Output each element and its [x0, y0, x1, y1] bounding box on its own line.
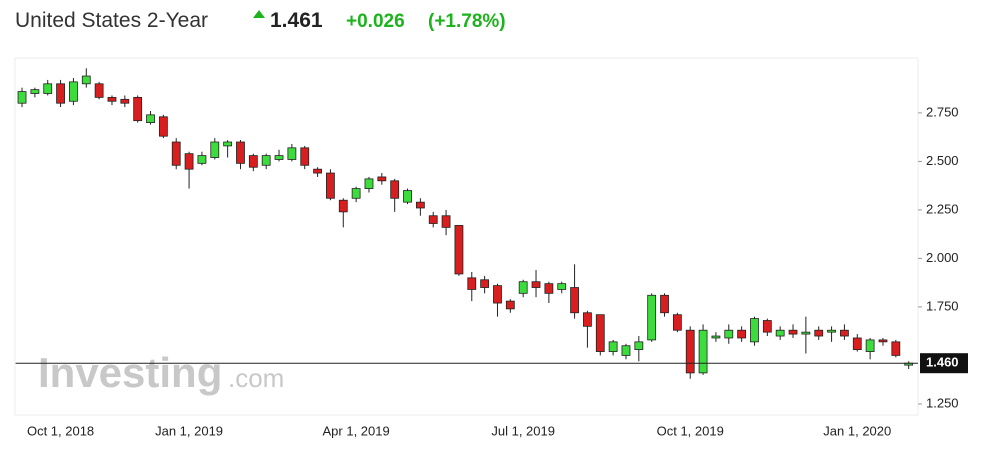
up-arrow	[253, 10, 265, 18]
candle-body	[403, 190, 412, 203]
plot-area	[14, 57, 919, 416]
candle-body	[81, 75, 91, 85]
candle-body	[326, 172, 335, 199]
candle-body	[300, 147, 310, 166]
y-tick-label: 1.750	[926, 298, 959, 313]
candle-body	[287, 147, 297, 160]
candle-body	[840, 329, 849, 337]
candle-body	[865, 339, 875, 352]
last-price-label: 1.460	[926, 355, 959, 370]
candle-body	[518, 281, 528, 294]
candle-body	[146, 114, 155, 124]
candle-body	[724, 329, 734, 339]
candle-body	[454, 225, 464, 275]
candle-body	[184, 153, 194, 170]
candle-body	[801, 331, 811, 335]
y-tick-label: 2.250	[926, 201, 959, 216]
x-tick-label: Jan 1, 2019	[155, 423, 223, 438]
y-tick-label: 1.250	[926, 395, 959, 410]
change: +0.026	[346, 11, 405, 32]
candle-body	[364, 178, 374, 189]
candle-body	[531, 281, 541, 288]
candle-body	[621, 345, 631, 356]
watermark-brand: Investing	[38, 349, 222, 396]
candle-body	[236, 141, 245, 164]
x-tick-label: Oct 1, 2019	[657, 423, 724, 438]
watermark-suffix: .com	[228, 363, 284, 393]
candle-body	[775, 329, 785, 337]
y-tick-label: 2.500	[926, 153, 959, 168]
candle-body	[210, 141, 220, 158]
candle-body	[30, 89, 40, 94]
candle-body	[583, 312, 592, 327]
change-percent: (+1.78%)	[428, 11, 506, 32]
candle-body	[158, 116, 168, 137]
candle-body	[878, 339, 888, 343]
candle-body	[428, 215, 438, 224]
candle-body	[891, 341, 901, 356]
price: 1.461	[270, 9, 323, 32]
candle-body	[351, 188, 361, 199]
last-price-box	[920, 353, 968, 374]
x-tick-label: Jan 1, 2020	[823, 423, 891, 438]
candle-body	[634, 341, 644, 351]
candle-body	[698, 329, 708, 374]
candle-body	[197, 155, 207, 164]
candle-body	[544, 283, 554, 294]
x-tick-label: Apr 1, 2019	[323, 423, 390, 438]
y-tick-label: 2.750	[926, 104, 959, 119]
candle-body	[338, 199, 348, 213]
candle-body	[505, 300, 515, 310]
candle-body	[852, 337, 862, 351]
candle-body	[647, 294, 657, 341]
candle-body	[69, 81, 78, 102]
candle-body	[313, 168, 322, 174]
candle-body	[43, 83, 53, 94]
x-tick-label: Jul 1, 2019	[491, 423, 555, 438]
candle-body	[94, 83, 104, 98]
candle-body	[814, 329, 824, 337]
candle-body	[56, 83, 65, 104]
candle-body	[788, 329, 798, 335]
candle-body	[672, 314, 682, 331]
candle-body	[557, 283, 567, 290]
y-tick-label: 2.000	[926, 250, 959, 265]
candle-body	[570, 287, 579, 314]
candle-body	[248, 155, 258, 168]
candle-body	[827, 329, 836, 333]
candle-body	[390, 180, 400, 199]
candle-body	[480, 279, 490, 288]
candle-body	[750, 318, 759, 343]
candle-body	[133, 96, 143, 122]
candle-body	[261, 155, 271, 166]
candle-body	[274, 155, 284, 160]
candle-body	[595, 314, 605, 352]
x-tick-label: Oct 1, 2018	[27, 423, 94, 438]
candle-body	[120, 98, 130, 104]
candle-body	[107, 96, 117, 102]
candle-body	[17, 91, 27, 104]
candle-body	[737, 329, 747, 339]
candle-body	[171, 141, 181, 166]
candle-body	[493, 285, 502, 304]
candle-body	[441, 215, 451, 228]
candle-body	[377, 176, 387, 182]
candle-body	[415, 201, 425, 209]
candle-body	[711, 335, 721, 339]
candle-body	[467, 277, 477, 290]
candle-body	[685, 329, 695, 374]
candle-body	[608, 341, 618, 352]
candle-body	[660, 294, 669, 314]
candle-body	[223, 141, 233, 147]
candle-body	[762, 320, 772, 333]
chart-title: United States 2-Year	[15, 9, 208, 32]
